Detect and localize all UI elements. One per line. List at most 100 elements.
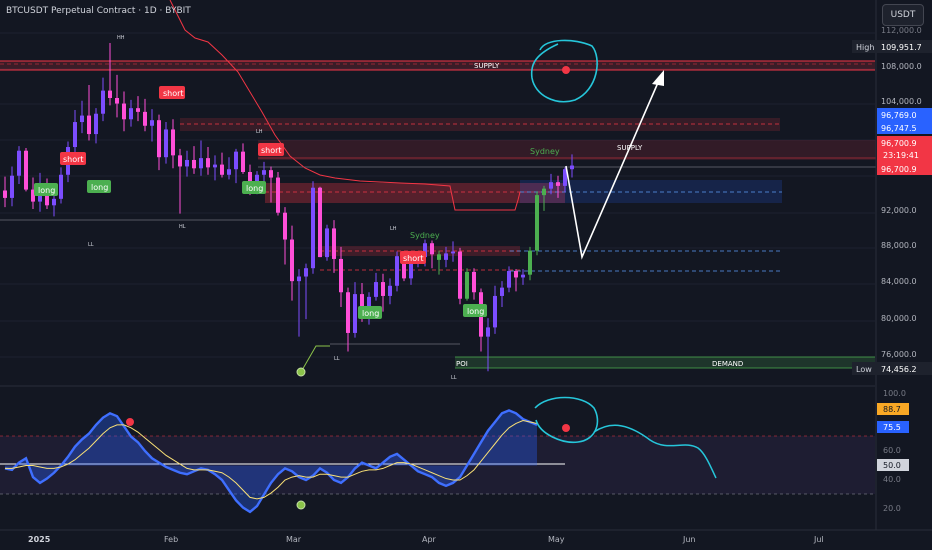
price-tick: 108,000.0 [881,62,922,71]
candle [507,270,511,288]
svg-text:long: long [362,309,379,318]
green-dot-signal [296,367,306,377]
candle [94,113,98,135]
candle [290,239,294,282]
candle [318,187,322,258]
supply-zone-upper [180,118,780,131]
candle [563,169,567,186]
osc-green-dot [296,500,306,510]
short-tag: short [258,143,284,156]
svg-text:short: short [63,155,84,164]
chart-title: BTCUSDT Perpetual Contract · 1D · BYBIT [6,6,191,16]
projection-arrow [565,77,661,260]
osc-line [4,409,538,514]
price-tick: 80,000.0 [881,314,917,323]
candle [115,98,119,104]
ll-label-1: LL [88,242,94,248]
sydney-label-2: Sydney [410,231,440,240]
candle [346,292,350,333]
supply-label-right: SUPPLY [617,144,643,152]
candle [150,120,154,126]
price-tag [877,121,932,134]
candle [493,295,497,328]
candle [332,228,336,259]
osc-tick: 60.0 [883,446,901,455]
sydney-label-1: Sydney [530,147,560,156]
candle [339,258,343,293]
time-label: Jul [813,535,824,544]
candle [444,253,448,260]
arrow-head [652,70,664,86]
candle [87,115,91,135]
candle [157,120,161,158]
price-tick: 84,000.0 [881,277,917,286]
candle [73,122,77,148]
candle [248,172,252,188]
price-tag-text: 96,700.9 [881,139,917,148]
green-support-line [300,345,330,373]
osc-tag [877,421,909,433]
candle [143,111,147,126]
long-tag: long [242,181,266,194]
hl-label: HL [179,224,186,230]
candle [535,195,539,251]
candle [423,243,427,258]
low-value: 74,456.2 [881,365,917,374]
supply-label-top: SUPPLY [474,62,500,70]
osc-tick: 40.0 [883,475,901,484]
price-tag-text: 96,747.5 [881,124,917,133]
candles [3,42,574,372]
candle [164,129,168,158]
long-tag: long [87,180,111,193]
svg-text:short: short [261,146,282,155]
svg-text:long: long [91,183,108,192]
ll-label-3: LL [451,375,457,381]
candle [171,129,175,156]
candle [409,263,413,279]
low-value-box [878,362,932,375]
candle [129,108,133,120]
candle [17,150,21,176]
red-zone [265,183,565,203]
time-label: Jun [682,535,696,544]
svg-text:short: short [163,89,184,98]
short-tag: short [159,86,185,99]
high-value: 109,951.7 [881,43,922,52]
candle [52,198,56,206]
time-label: May [548,535,565,544]
candle [367,296,371,314]
price-tick: 92,000.0 [881,206,917,215]
time-axis[interactable]: 2025 Feb Mar Apr May Jun Jul [0,529,932,544]
price-tag [877,136,932,162]
price-tick: 104,000.0 [881,97,922,106]
currency-selector[interactable]: USDT [882,4,924,26]
osc-tag-text: 88.7 [883,405,901,414]
candle [458,251,462,299]
long-tag: long [358,306,382,319]
candle [31,189,35,202]
candle [220,164,224,175]
lh-label-2: LH [390,226,397,232]
candle [465,271,469,299]
candle [451,251,455,254]
candle [199,158,203,169]
ll-label-2: LL [334,356,340,362]
candle [430,243,434,255]
supply-zone-mid [258,140,878,160]
candle [311,187,315,269]
candle [227,169,231,175]
price-tag-text: 96,769.0 [881,111,917,120]
price-tag [877,162,932,175]
hh-label: HH [117,35,125,41]
candle [402,256,406,279]
candle [325,228,329,258]
candle [549,182,553,189]
short-tag: short [400,251,426,264]
candle [3,190,7,198]
candle [185,159,189,167]
long-tag: long [463,304,487,317]
osc-red-dot-feb [126,418,134,426]
osc-tag-text: 75.5 [883,423,901,432]
price-axis[interactable]: 112,000.0 108,000.0 104,000.0 92,000.0 8… [852,0,932,530]
